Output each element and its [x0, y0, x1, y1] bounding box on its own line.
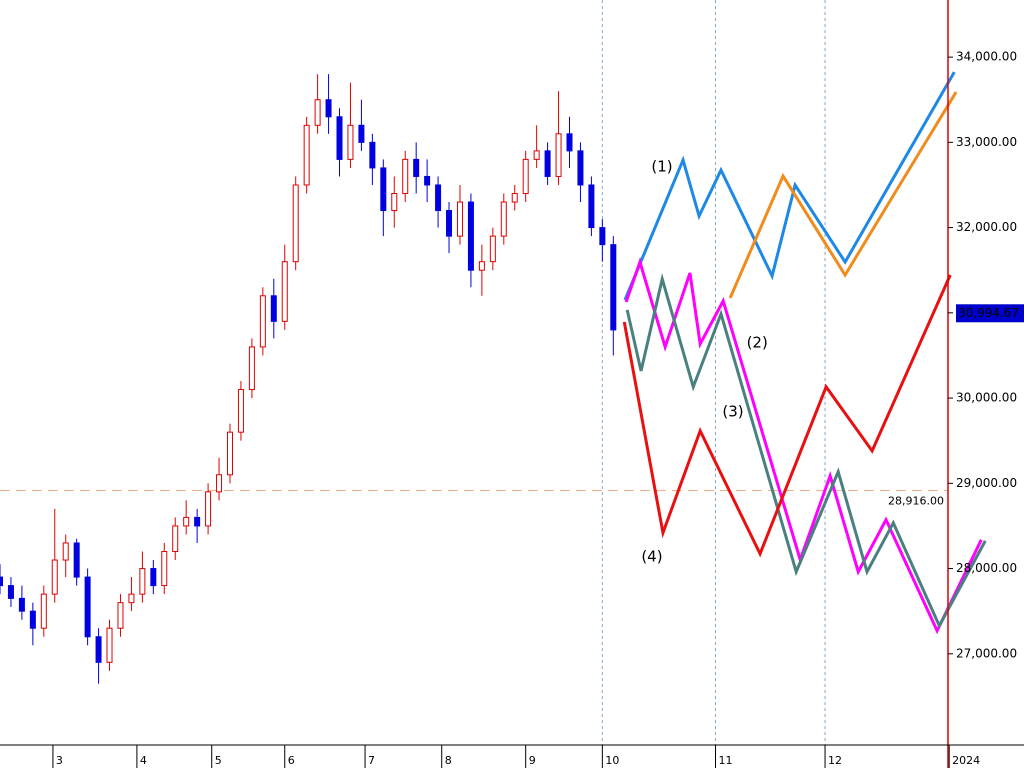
candle-body [248, 346, 255, 391]
candle-body [226, 431, 233, 476]
scenario-label: (3) [722, 402, 743, 420]
candle-body [0, 576, 3, 587]
y-tick-label: 32,000.00 [956, 220, 1017, 234]
candle-body [128, 593, 135, 604]
candle-body [336, 116, 343, 160]
x-tick-label: 12 [828, 754, 842, 767]
candle-body [478, 261, 485, 271]
scenario-label: (1) [651, 158, 672, 176]
candle-body [369, 141, 376, 169]
x-tick-label: 5 [215, 754, 222, 767]
candle-body [325, 99, 332, 118]
candle-body [194, 516, 201, 527]
x-tick-label: 7 [368, 754, 375, 767]
candle-body [29, 610, 36, 629]
candle-body [172, 525, 179, 553]
candle-body [18, 597, 25, 612]
scenario-line [624, 257, 983, 635]
x-tick-label: 8 [445, 754, 452, 767]
candle-body [73, 542, 80, 578]
axis-panel [949, 0, 1024, 745]
candle-body [237, 389, 244, 433]
candle-body [84, 576, 91, 638]
candle-body [303, 124, 310, 186]
candle-body [117, 602, 124, 629]
scenario-line [623, 71, 956, 301]
candle-body [216, 474, 223, 493]
candle-body [522, 158, 529, 194]
candle-body [314, 99, 321, 126]
y-tick-label: 27,000.00 [956, 646, 1017, 660]
candle-body [259, 295, 266, 348]
scenario-label: (2) [747, 333, 768, 351]
candle-body [610, 244, 617, 331]
candle-body [577, 150, 584, 186]
candle-body [205, 491, 212, 527]
candle-body [599, 227, 606, 246]
x-tick-label: 2024 [952, 754, 980, 767]
y-tick-label: 28,000.00 [956, 561, 1017, 575]
candle-body [413, 158, 420, 177]
candle-body [402, 158, 409, 194]
scenario-line [625, 273, 987, 630]
candle-body [555, 133, 562, 177]
x-tick-label: 4 [140, 754, 147, 767]
reference-label: 28,916.00 [888, 494, 944, 507]
candle-body [347, 124, 354, 160]
candle-body [183, 516, 190, 527]
candle-body [281, 261, 288, 322]
candle-body [511, 192, 518, 203]
y-tick-label: 34,000.00 [956, 50, 1017, 64]
x-tick-label: 11 [719, 754, 733, 767]
candle-body [270, 295, 277, 322]
candle-body [62, 542, 69, 561]
candle-body [51, 559, 58, 595]
scenario-line [622, 274, 952, 558]
scenario-label: (4) [641, 547, 662, 565]
candle-body [435, 184, 442, 212]
candle-body [456, 201, 463, 237]
candle-body [7, 585, 14, 599]
candle-body [380, 167, 387, 212]
candle-body [500, 201, 507, 237]
x-tick-label: 9 [529, 754, 536, 767]
x-tick-label: 3 [56, 754, 63, 767]
candle-body [544, 150, 551, 177]
candle-body [150, 568, 157, 587]
candle-body [533, 150, 540, 160]
y-tick-label: 33,000.00 [956, 135, 1017, 149]
candle-body [566, 133, 573, 152]
candle-body [424, 175, 431, 186]
candle-body [95, 636, 102, 663]
candle-body [588, 184, 595, 229]
price-label: 30,994.67 [958, 306, 1019, 320]
x-tick-label: 10 [605, 754, 619, 767]
y-tick-label: 29,000.00 [956, 476, 1017, 490]
scenario-line [728, 91, 958, 299]
candle-body [161, 551, 168, 587]
candle-body [139, 568, 146, 595]
x-tick-label: 6 [288, 754, 295, 767]
candle-body [446, 210, 453, 237]
candle-body [358, 124, 365, 143]
price-box [956, 304, 1024, 323]
candle-body [292, 184, 299, 263]
y-tick-label: 30,000.00 [956, 391, 1017, 405]
candle-body [40, 593, 47, 629]
candle-body [391, 192, 398, 212]
candle-body [489, 235, 496, 263]
candle-body [106, 627, 113, 663]
candle-body [467, 201, 474, 271]
